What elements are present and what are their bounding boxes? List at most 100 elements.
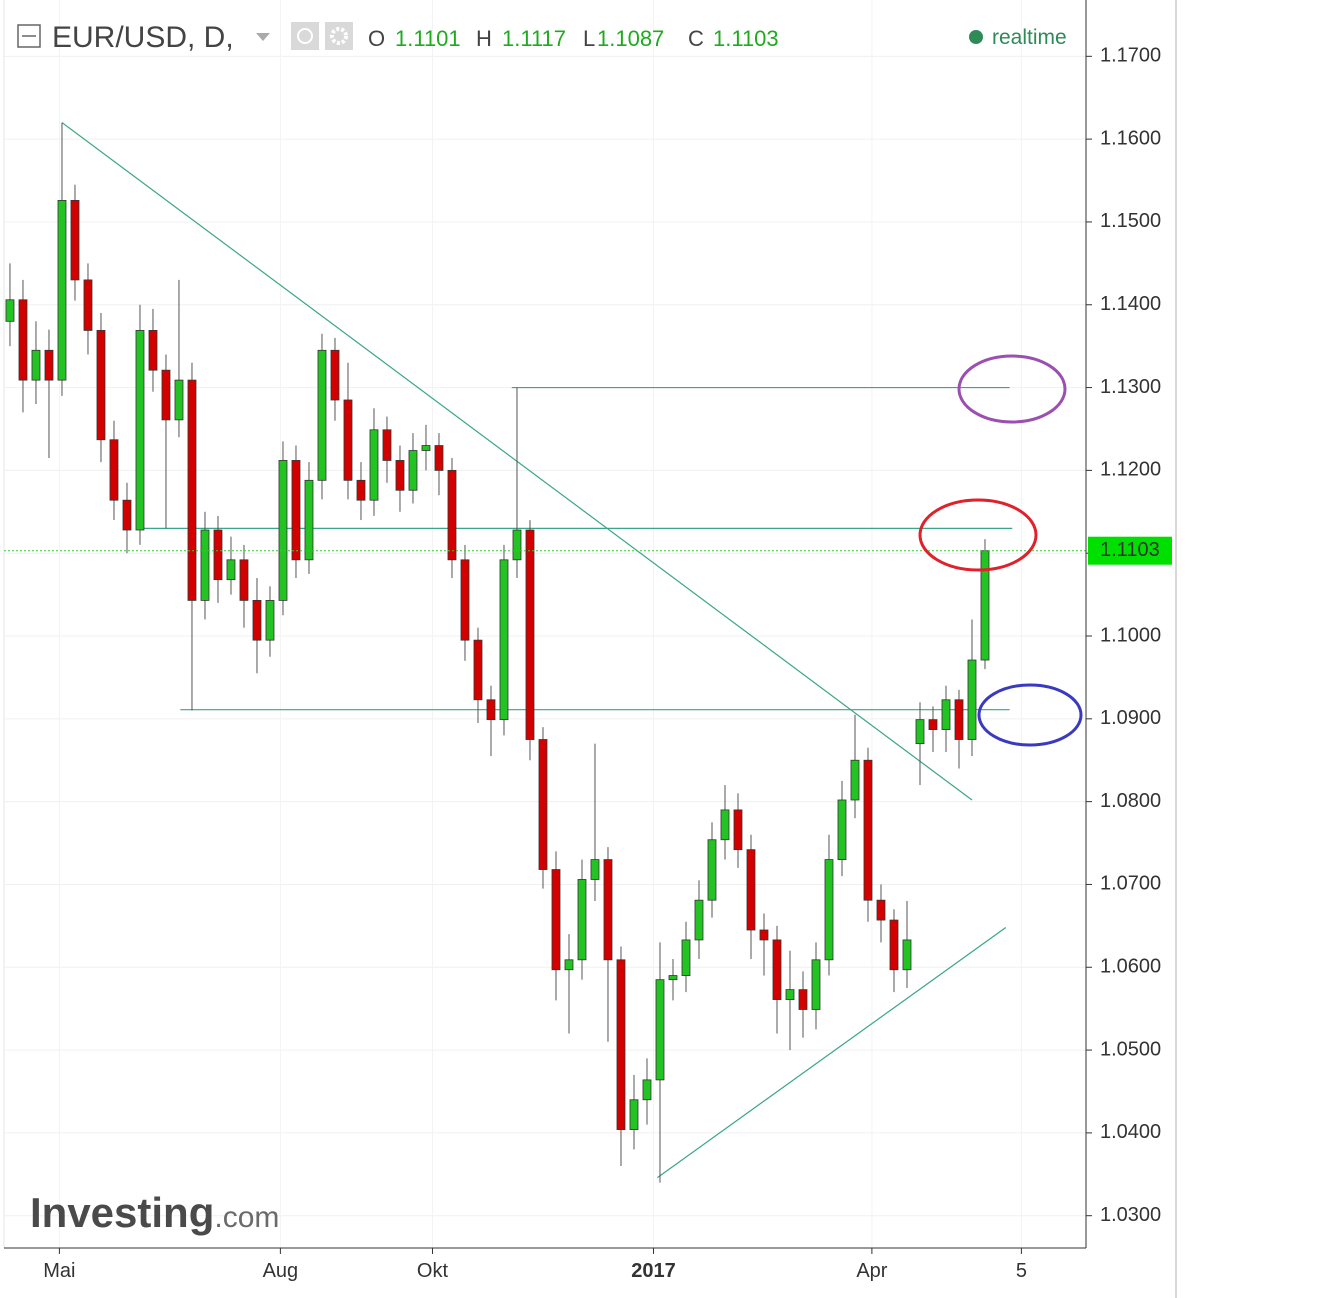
candle-body xyxy=(83,279,93,331)
blue-ellipse xyxy=(977,683,1083,747)
candle-body xyxy=(980,550,990,661)
x-tick-label: Aug xyxy=(263,1260,299,1282)
candle-body xyxy=(265,599,275,641)
candle-body xyxy=(434,445,444,471)
candle-body xyxy=(57,200,67,381)
y-tick-label: 1.0800 xyxy=(1100,790,1161,812)
candle-body xyxy=(44,349,54,381)
x-tick-label: 5 xyxy=(1016,1260,1027,1282)
y-tick-label: 1.0900 xyxy=(1100,707,1161,729)
candle-body xyxy=(343,399,353,481)
y-tick-label: 1.1500 xyxy=(1100,210,1161,232)
candle-body xyxy=(200,529,210,601)
candle-body xyxy=(694,899,704,941)
candle-body xyxy=(642,1079,652,1101)
candle-body xyxy=(967,659,977,740)
settings-button[interactable] xyxy=(325,22,353,50)
candle-body xyxy=(707,839,717,901)
collapse-icon[interactable] xyxy=(17,24,41,48)
candle-body xyxy=(824,859,834,961)
candle-body xyxy=(577,879,587,961)
candle-body xyxy=(811,959,821,1010)
x-tick-label: Apr xyxy=(856,1260,887,1282)
candle-body xyxy=(551,869,561,971)
ohlc-value: 1.1101 xyxy=(395,26,461,51)
candle-body xyxy=(239,559,249,601)
ohlc-value: 1.1103 xyxy=(713,26,779,51)
candle-body xyxy=(31,349,41,381)
candle-body xyxy=(109,439,119,501)
ohlc-key: O xyxy=(368,26,385,51)
y-tick-label: 1.0400 xyxy=(1100,1121,1161,1143)
x-tick-label: 2017 xyxy=(631,1260,676,1282)
status-dot xyxy=(969,30,983,44)
candle-body xyxy=(187,379,197,601)
candle-body xyxy=(304,479,314,561)
purple-ellipse xyxy=(957,354,1067,424)
candle-body xyxy=(122,499,132,531)
visibility-button[interactable] xyxy=(291,22,319,50)
plot-area xyxy=(4,122,1086,1183)
candle-body xyxy=(941,699,951,730)
status: realtime xyxy=(992,26,1067,49)
candle-body xyxy=(356,479,366,501)
candle-body xyxy=(590,859,600,880)
axes: 1.0300 1.0400 1.0500 1.0600 1.0700 1.0800 1.09… xyxy=(43,45,1172,1282)
candle-body xyxy=(330,349,340,401)
candle-body xyxy=(525,529,535,740)
visibility-icon xyxy=(297,28,313,44)
y-tick-label: 1.1600 xyxy=(1100,127,1161,149)
candle-body xyxy=(681,939,691,976)
candle-body xyxy=(564,959,574,971)
candle-body xyxy=(317,349,327,481)
candle-body xyxy=(70,200,80,281)
candle-body xyxy=(213,529,223,581)
y-tick-label: 1.0300 xyxy=(1100,1204,1161,1226)
candle-body xyxy=(278,460,288,601)
y-tick-label: 1.1700 xyxy=(1100,45,1161,67)
y-tick-label: 1.1300 xyxy=(1100,376,1161,398)
watermark-suffix: .com xyxy=(214,1201,279,1234)
candle-body xyxy=(746,849,756,931)
candle-body xyxy=(889,919,899,971)
candle-body xyxy=(954,699,964,740)
candle-body xyxy=(772,939,782,1000)
last-price-label: 1.1103 xyxy=(1100,539,1160,561)
candle-body xyxy=(863,759,873,901)
candle-body xyxy=(135,330,145,531)
candle-body xyxy=(629,1099,639,1130)
candle-body xyxy=(668,975,678,981)
ohlc-key: H xyxy=(476,26,492,51)
candle-body xyxy=(174,379,184,421)
ohlc-value: 1.1087 xyxy=(597,26,664,51)
y-tick-label: 1.0600 xyxy=(1100,956,1161,978)
annotations xyxy=(918,354,1083,747)
dropdown-arrow[interactable] xyxy=(256,33,270,41)
candle-body xyxy=(499,559,509,721)
candle-body xyxy=(252,599,262,641)
candle-body xyxy=(538,739,548,870)
y-tick-label: 1.1000 xyxy=(1100,624,1161,646)
candle-body xyxy=(655,979,665,1081)
candle-body xyxy=(798,989,808,1010)
candle-body xyxy=(720,809,730,841)
candle-body xyxy=(291,460,301,561)
y-tick-label: 1.1200 xyxy=(1100,459,1161,481)
candle-body xyxy=(512,529,522,561)
candle-body xyxy=(421,445,431,451)
candle-body xyxy=(161,369,171,421)
y-tick-label: 1.0700 xyxy=(1100,873,1161,895)
candle-body xyxy=(148,330,158,371)
candle-body xyxy=(785,989,795,1000)
candle-body xyxy=(395,460,405,491)
candle-body xyxy=(902,939,912,971)
last-price-tag xyxy=(1088,536,1172,565)
chart-title: EUR/USD, D, xyxy=(52,21,234,54)
candle-body xyxy=(226,559,236,581)
candle-body xyxy=(369,429,379,501)
candle-body xyxy=(928,719,938,730)
red-ellipse xyxy=(918,498,1038,572)
ohlc-key: L xyxy=(583,26,595,51)
candle-body xyxy=(616,959,626,1130)
